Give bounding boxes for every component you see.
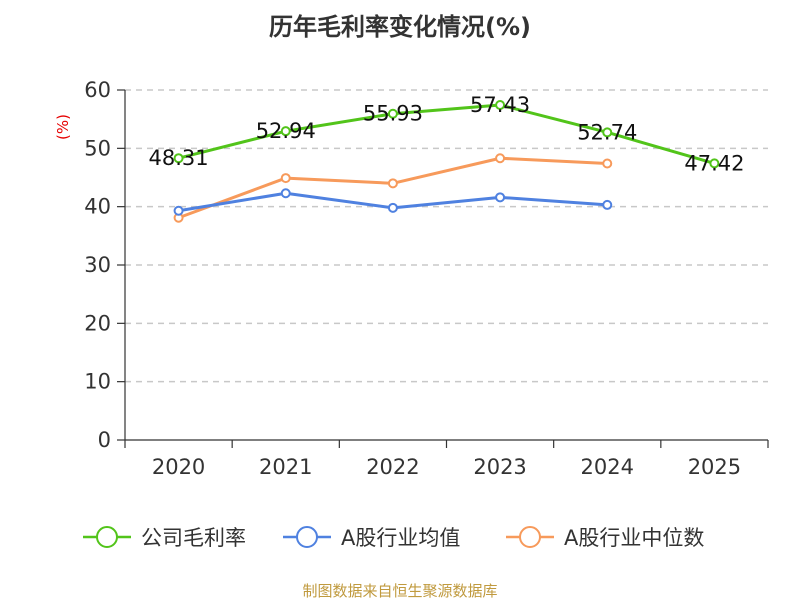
x-tick-label: 2022 (366, 455, 419, 479)
series-point-1 (280, 188, 291, 199)
data-label: 52.94 (256, 119, 316, 143)
y-axis-unit-label: (%) (54, 114, 72, 140)
series-point-0 (495, 99, 506, 110)
legend-marker-1 (296, 526, 318, 548)
series-layer (173, 99, 720, 223)
x-tick-label: 2024 (581, 455, 634, 479)
series-point-2 (387, 178, 398, 189)
series-point-1 (173, 205, 184, 216)
source-note: 制图数据来自恒生聚源数据库 (302, 582, 497, 600)
data-label: 55.93 (363, 102, 423, 126)
series-point-2 (280, 173, 291, 184)
series-point-2 (495, 153, 506, 164)
legend-label-2: A股行业中位数 (564, 526, 704, 550)
series-point-2 (602, 158, 613, 169)
y-tick-label: 50 (84, 136, 111, 160)
series-point-1 (602, 199, 613, 210)
y-tick-label: 0 (98, 428, 111, 452)
series-line-0 (178, 103, 715, 165)
series-point-1 (387, 202, 398, 213)
series-point-0 (602, 127, 613, 138)
y-tick-label: 60 (84, 78, 111, 102)
series-point-0 (173, 153, 184, 164)
legend-marker-0 (96, 526, 118, 548)
x-tick-label: 2020 (152, 455, 205, 479)
y-tick-label: 20 (84, 311, 111, 335)
x-tick-label: 2025 (688, 455, 741, 479)
series-point-0 (280, 126, 291, 137)
data-label: 47.42 (684, 151, 744, 175)
legend-label-1: A股行业均值 (341, 526, 460, 550)
series-point-1 (495, 192, 506, 203)
data-label: 48.31 (149, 146, 209, 170)
data-label: 52.74 (577, 120, 637, 144)
gridlines (125, 89, 768, 383)
data-label: 57.43 (470, 93, 530, 117)
y-tick-label: 10 (84, 370, 111, 394)
legend-marker-2 (519, 526, 541, 548)
legend-label-0: 公司毛利率 (141, 526, 246, 550)
series-point-0 (709, 158, 720, 169)
x-tick-label: 2021 (259, 455, 312, 479)
data-labels: 48.31 52.94 55.93 57.43 52.74 47.42 (149, 93, 745, 175)
x-tick-label: 2023 (473, 455, 526, 479)
legend: 公司毛利率 A股行业均值 A股行业中位数 (83, 526, 704, 550)
y-tick-label: 30 (84, 253, 111, 277)
axes: 0 10 20 30 40 50 60 2020 2021 2022 2023 2024 2025 (84, 78, 769, 479)
y-tick-label: 40 (84, 195, 111, 219)
series-point-0 (387, 108, 398, 119)
chart-title: 历年毛利率变化情况(%) (269, 13, 531, 41)
